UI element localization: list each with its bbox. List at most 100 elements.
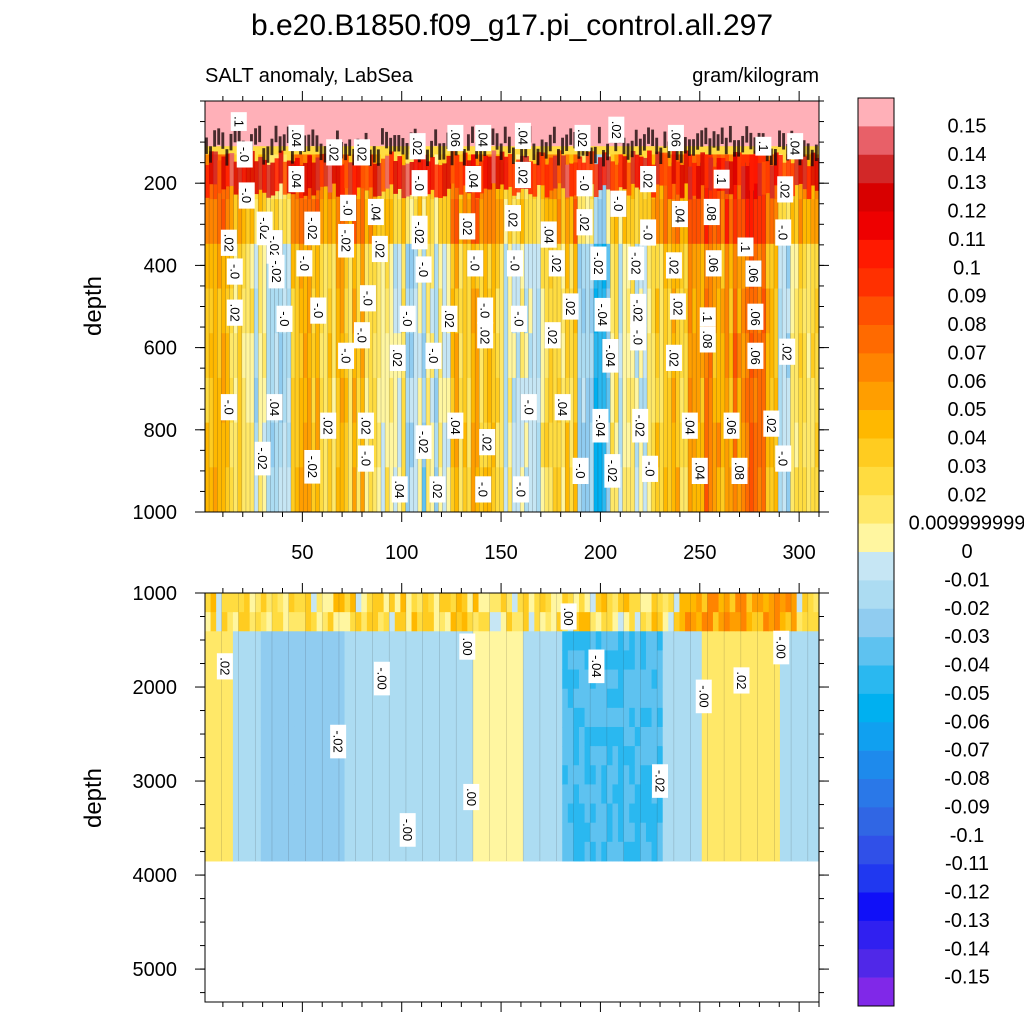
field-cell — [763, 593, 770, 613]
field-cell — [434, 129, 438, 146]
field-cell — [707, 707, 714, 728]
field-cell — [475, 377, 480, 424]
field-cell — [400, 650, 407, 671]
field-cell — [796, 631, 803, 651]
field-cell — [786, 154, 791, 188]
field-cell — [322, 841, 329, 862]
field-cell — [323, 377, 329, 424]
field-cell — [238, 784, 245, 805]
field-cell — [638, 377, 644, 424]
field-cell — [305, 803, 312, 824]
contour-label-box — [775, 219, 792, 246]
contour-label-box — [288, 165, 305, 193]
field-cell — [651, 422, 656, 468]
field-cell — [430, 243, 435, 289]
contour-label-box — [429, 476, 446, 503]
field-cell — [683, 137, 687, 154]
upper-contour-label: -.02 — [632, 408, 649, 443]
field-cell — [428, 650, 435, 671]
field-cell — [565, 333, 570, 379]
contour-label-text: .1 — [231, 116, 246, 127]
lower-contour-label: .00 — [463, 783, 480, 811]
field-cell — [499, 151, 505, 185]
field-cell — [428, 765, 435, 785]
contour-label-text: .02 — [670, 297, 685, 315]
upper-contour-label: -.0 — [475, 476, 492, 503]
field-cell — [773, 288, 779, 334]
field-cell — [491, 467, 497, 512]
field-cell — [545, 593, 552, 613]
contour-label-box — [459, 213, 476, 240]
field-cell — [630, 150, 636, 184]
field-cell — [606, 822, 614, 843]
field-cell — [376, 243, 382, 289]
field-cell — [679, 669, 686, 690]
field-cell — [765, 422, 771, 468]
contour-label-text: .08 — [732, 462, 747, 480]
field-cell — [344, 707, 351, 728]
upper-contour-label: .04 — [465, 165, 482, 193]
field-cell — [534, 746, 541, 766]
contour-label-box — [699, 307, 716, 327]
field-cell — [411, 707, 418, 728]
field-cell — [696, 707, 703, 728]
field-cell — [209, 199, 214, 245]
upper-contour-label: .02 — [640, 165, 657, 193]
field-cell — [495, 650, 502, 671]
y-tick-label: 1000 — [133, 583, 178, 605]
field-cell — [556, 822, 563, 843]
field-cell — [338, 784, 346, 805]
field-cell — [277, 803, 284, 824]
field-cell — [606, 726, 614, 747]
field-cell — [690, 631, 697, 651]
field-cell — [344, 288, 349, 334]
field-cell — [472, 650, 480, 671]
field-cell — [484, 669, 491, 690]
field-cell — [612, 707, 619, 728]
field-cell — [383, 765, 390, 785]
contour-label-box — [373, 661, 390, 696]
field-cell — [659, 467, 665, 512]
field-cell — [439, 650, 446, 671]
field-cell — [400, 841, 407, 862]
field-cell — [327, 243, 333, 289]
field-cell — [813, 841, 819, 862]
field-cell — [614, 422, 620, 468]
field-cell — [668, 746, 675, 766]
field-cell — [573, 822, 580, 843]
field-cell — [673, 803, 681, 824]
field-cell — [512, 422, 517, 468]
field-cell — [532, 163, 538, 197]
contour-label-text: .02 — [505, 209, 520, 227]
field-cell — [798, 377, 804, 424]
field-cell — [774, 841, 781, 862]
field-cell — [794, 152, 800, 186]
field-cell — [584, 688, 591, 709]
field-cell — [294, 688, 301, 709]
contour-label-text: -.0 — [400, 311, 415, 326]
field-cell — [735, 726, 742, 747]
field-cell — [340, 422, 345, 468]
field-cell — [683, 333, 689, 379]
field-cell — [673, 593, 681, 613]
field-cell — [283, 631, 290, 651]
field-cell — [712, 726, 720, 747]
field-cell — [227, 726, 234, 747]
field-cell — [623, 688, 630, 709]
field-cell — [221, 156, 227, 190]
field-cell — [690, 707, 697, 728]
field-cell — [422, 593, 429, 613]
field-cell — [456, 765, 463, 785]
field-cell — [439, 841, 446, 862]
lower-depth-panel: .02.00.00-.04-.00-.00.02-.00-.02-.02.00-… — [80, 583, 829, 1012]
contour-label-text: -.0 — [631, 330, 646, 345]
field-cell — [763, 707, 770, 728]
field-cell — [221, 593, 228, 613]
field-cell — [421, 377, 427, 424]
field-cell — [331, 467, 337, 512]
field-cell — [802, 650, 809, 671]
field-cell — [534, 593, 541, 613]
field-cell — [461, 746, 468, 766]
field-cell — [434, 377, 439, 424]
field-cell — [422, 688, 429, 709]
